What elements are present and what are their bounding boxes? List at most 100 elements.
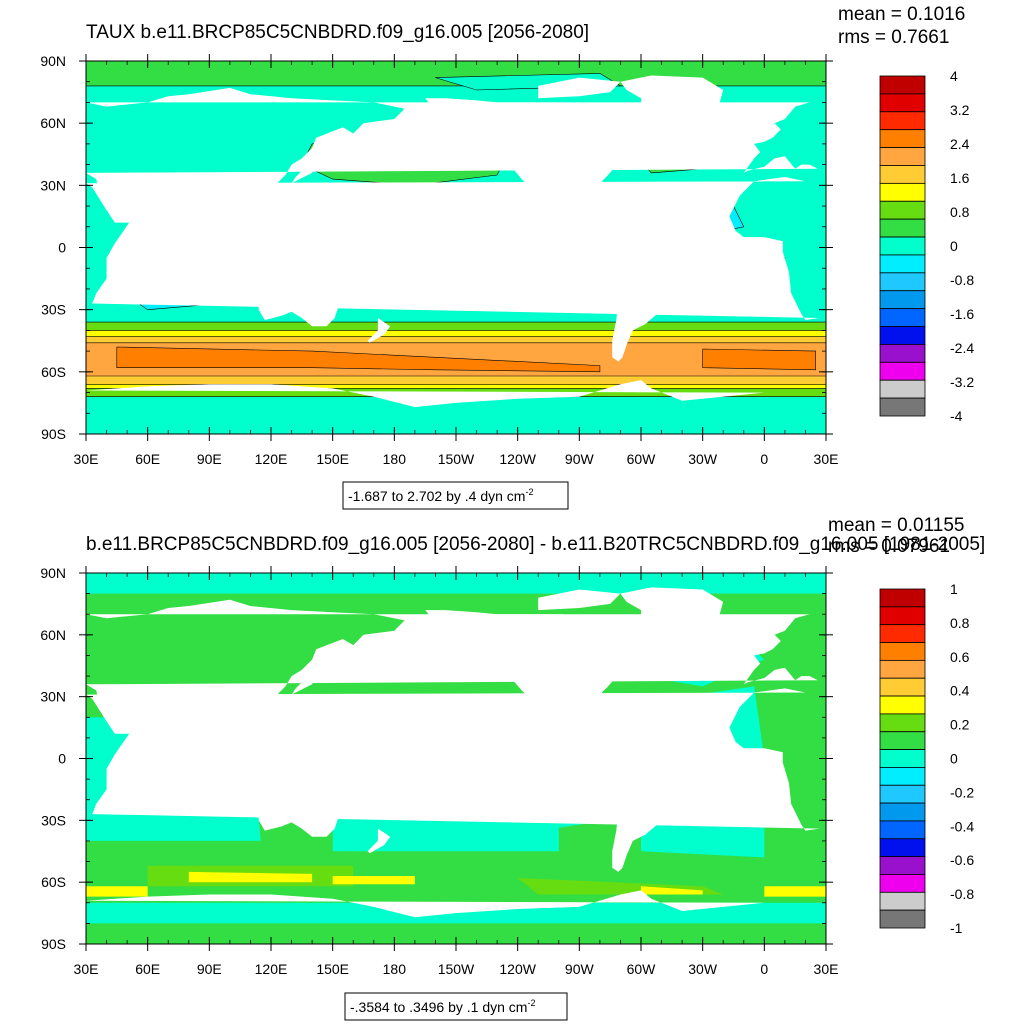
range-label: -1.687 to 2.702 by .4 dyn cm — [348, 488, 525, 504]
colorbar-swatch — [879, 182, 926, 202]
lon-tick-label: 30E — [814, 451, 839, 467]
land-australia — [258, 270, 339, 327]
colorbar-swatch — [879, 874, 926, 893]
colorbar-swatch — [879, 379, 926, 399]
lon-tick-label: 120W — [499, 961, 536, 977]
lon-tick-label: 180 — [383, 961, 407, 977]
rms-label: rms = 0.07961 — [828, 536, 950, 557]
lat-tick-label: 90S — [41, 936, 66, 952]
colorbar-swatch — [879, 820, 926, 840]
colorbar-label: 0.4 — [950, 683, 970, 699]
lon-tick-label: 60W — [627, 961, 657, 977]
colorbar-swatch — [879, 254, 926, 274]
colorbar-swatch — [879, 588, 926, 608]
land-africa — [86, 688, 820, 831]
field-so-yellow — [188, 871, 313, 883]
colorbar-swatch — [879, 326, 926, 345]
lat-tick-label: 60N — [40, 627, 66, 643]
lon-tick-label: 30E — [74, 961, 99, 977]
field-band-orange — [116, 346, 601, 373]
lon-tick-label: 90E — [197, 961, 222, 977]
colorbar-swatch — [879, 75, 926, 95]
colorbar-swatch — [879, 344, 926, 363]
lon-tick-label: 30W — [688, 961, 718, 977]
colorbar-swatch — [879, 659, 926, 679]
colorbar-swatch — [879, 606, 926, 626]
map-plot: 90N 60N 30N 0 30S 60S 90S 30E 60E 90E 120E 150E 180 1… — [40, 53, 838, 467]
colorbar-swatch — [879, 147, 926, 166]
colorbar-swatch — [879, 695, 926, 715]
land-madagascar — [114, 272, 128, 300]
lat-tick-label: 30N — [40, 689, 66, 705]
land-madagascar — [114, 783, 128, 810]
lat-tick-label: 90N — [40, 565, 66, 581]
colorbar-label: 0.8 — [950, 204, 970, 220]
lon-tick-label: 180 — [383, 451, 407, 467]
colorbar-swatch — [879, 713, 926, 733]
colorbar-label: -0.8 — [950, 272, 974, 288]
colorbar-label: 0.8 — [950, 615, 970, 631]
land-newzealand — [367, 828, 391, 854]
colorbar-label: -2.4 — [950, 340, 974, 356]
colorbar-swatch — [879, 290, 926, 310]
colorbar-swatch — [879, 749, 926, 768]
panel-top: TAUX b.e11.BRCP85C5CNBDRD.f09_g16.005 [2… — [40, 4, 974, 510]
lon-tick-label: 30E — [814, 961, 839, 977]
colorbar-swatch — [879, 767, 926, 786]
colorbar-swatch — [879, 200, 926, 220]
colorbar-swatch — [879, 308, 926, 327]
colorbar-swatch — [879, 111, 926, 131]
colorbar-label: 1.6 — [950, 170, 970, 186]
land-uk — [752, 127, 767, 144]
colorbar-swatch — [879, 218, 926, 238]
colorbar-swatch — [879, 642, 926, 661]
land-indonesia — [219, 237, 333, 269]
lon-tick-label: 0 — [760, 961, 768, 977]
colorbar-label: 4 — [950, 68, 958, 84]
colorbar-swatch — [879, 909, 926, 929]
lat-tick-label: 90S — [41, 426, 66, 442]
colorbar-swatch — [879, 891, 926, 911]
field-so-yellow — [86, 886, 148, 897]
lon-tick-label: 120E — [255, 451, 288, 467]
range-exponent: -2 — [525, 487, 533, 497]
lon-tick-label: 30E — [74, 451, 99, 467]
lon-tick-label: 0 — [760, 451, 768, 467]
land-japan — [291, 154, 323, 184]
lat-tick-label: 0 — [58, 751, 66, 767]
lat-tick-label: 60S — [41, 874, 66, 890]
lat-tick-label: 30S — [41, 302, 66, 318]
land-africa — [86, 177, 820, 320]
lat-tick-label: 30N — [40, 177, 66, 193]
colorbar-swatch — [879, 856, 926, 875]
colorbar-swatch — [879, 129, 926, 148]
lon-tick-label: 60E — [135, 451, 160, 467]
mean-label: mean = 0.1016 — [838, 4, 965, 25]
lon-tick-label: 90W — [565, 451, 595, 467]
panel-title: TAUX b.e11.BRCP85C5CNBDRD.f09_g16.005 [2… — [86, 22, 589, 43]
colorbar-swatch — [879, 624, 926, 643]
lat-tick-label: 30S — [41, 812, 66, 828]
land-japan — [291, 665, 323, 695]
colorbar-label: -1.6 — [950, 306, 974, 322]
lon-tick-label: 60E — [135, 961, 160, 977]
colorbar-label: -0.4 — [950, 818, 974, 834]
lon-tick-label: 30W — [688, 451, 718, 467]
land-arcticIs — [538, 589, 621, 611]
range-label: -.3584 to .3496 by .1 dyn cm — [350, 999, 527, 1015]
field-so-yellow — [764, 886, 826, 897]
lon-tick-label: 150W — [438, 451, 475, 467]
colorbar-label: -0.6 — [950, 852, 974, 868]
lon-tick-label: 150E — [316, 961, 349, 977]
colorbar-label: 3.2 — [950, 102, 970, 118]
svg-text:-1.687 to 2.702 by .4 dyn cm-2: -1.687 to 2.702 by .4 dyn cm-2 — [348, 487, 533, 504]
colorbar-label: -0.2 — [950, 784, 974, 800]
colorbar-label: 2.4 — [950, 136, 970, 152]
land-australia — [258, 781, 339, 837]
colorbar-swatch — [879, 731, 926, 750]
lon-tick-label: 60W — [627, 451, 657, 467]
colorbar-swatch — [879, 165, 926, 184]
lat-tick-label: 90N — [40, 53, 66, 69]
colorbar-label: 0.2 — [950, 717, 970, 733]
colorbar-label: 1 — [950, 581, 958, 597]
